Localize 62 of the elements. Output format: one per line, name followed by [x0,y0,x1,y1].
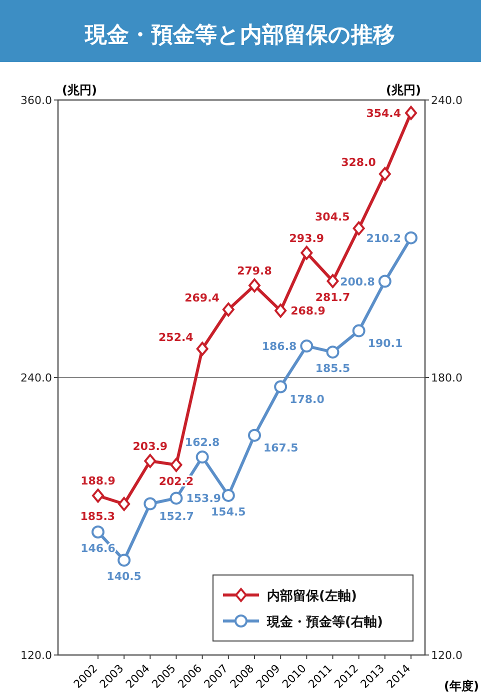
point [274,380,288,394]
data-label: 186.8 [262,340,297,354]
point [326,274,339,288]
point [170,492,183,505]
data-label: 304.5 [315,210,350,224]
point [170,458,182,472]
point [352,221,365,236]
data-label: 281.7 [315,291,350,304]
y-tick-label: 240.0 [20,372,52,384]
data-label: 152.7 [159,510,194,523]
point [405,106,417,120]
point [248,278,260,292]
data-label: 279.8 [237,264,272,278]
y-axis-title: (兆円) [62,83,97,97]
data-label: 190.1 [368,336,403,350]
data-label: 252.4 [158,330,194,344]
point [222,302,234,317]
point [222,488,235,502]
point [300,246,313,260]
data-label: 293.9 [289,232,324,245]
point [118,496,130,511]
data-label: 140.5 [106,570,142,584]
y-tick-label: 120.0 [20,649,52,662]
point [274,304,287,318]
data-label: 269.4 [184,292,220,305]
data-label: 162.8 [184,436,220,450]
point [92,488,104,503]
y2-tick-label: 180.0 [431,372,462,384]
y2-tick-label: 120.0 [431,649,462,662]
legend-label: 現金・預金等(右軸) [266,615,383,630]
data-label: 178.0 [290,392,325,406]
data-label: 268.9 [290,304,326,318]
point [118,554,131,567]
chart-title: 現金・預金等と内部留保の推移 [84,22,395,48]
data-label: 200.8 [340,275,375,288]
y2-axis-title: (兆円) [386,83,421,97]
data-label: 210.2 [366,232,401,245]
data-label: 153.9 [186,492,222,506]
data-label: 185.3 [80,510,116,523]
y2-tick-label: 240.0 [431,94,462,107]
y-tick-label: 360.0 [20,94,52,107]
data-label: 185.5 [315,362,350,376]
data-label: 167.5 [264,441,298,454]
point [248,428,261,442]
x-axis-title: (年度) [444,679,479,693]
data-label: 188.9 [80,474,116,488]
data-label: 154.5 [211,505,246,518]
point [144,497,157,510]
point [196,342,208,356]
point [378,167,391,181]
point [378,274,392,288]
data-label: 203.9 [132,440,168,453]
point [144,454,156,468]
point [326,346,340,359]
point [92,525,104,538]
legend-label: 内部留保(左軸) [267,588,357,604]
point [404,231,418,244]
point [352,324,366,338]
data-label: 328.0 [341,156,376,169]
point [300,340,314,353]
data-label: 354.4 [366,106,402,120]
point [196,450,209,464]
